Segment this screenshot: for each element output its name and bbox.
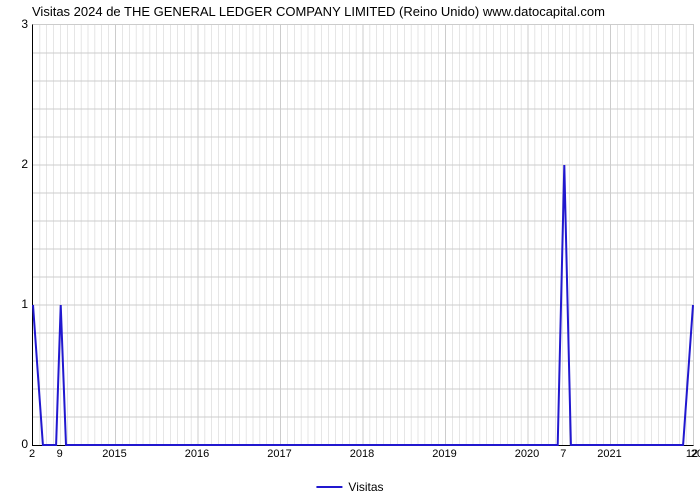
xtick-label: 2020 — [515, 448, 539, 460]
value-label: 9 — [57, 448, 63, 460]
xtick-label: 2016 — [185, 448, 209, 460]
chart-container: Visitas 2024 de THE GENERAL LEDGER COMPA… — [0, 0, 700, 500]
xtick-label: 2015 — [102, 448, 126, 460]
ytick-label: 1 — [10, 297, 28, 311]
value-label: 12 — [686, 448, 698, 460]
xtick-label: 2017 — [267, 448, 291, 460]
value-label: 7 — [560, 448, 566, 460]
legend-swatch — [316, 486, 342, 488]
plot-area — [32, 24, 694, 446]
xtick-label: 2018 — [350, 448, 374, 460]
value-label: 2 — [29, 448, 35, 460]
legend-label: Visitas — [348, 480, 383, 494]
ytick-label: 3 — [10, 17, 28, 31]
legend: Visitas — [316, 480, 383, 494]
ytick-label: 2 — [10, 157, 28, 171]
ytick-label: 0 — [10, 437, 28, 451]
chart-title: Visitas 2024 de THE GENERAL LEDGER COMPA… — [32, 4, 605, 19]
xtick-label: 2021 — [597, 448, 621, 460]
xtick-label: 2019 — [432, 448, 456, 460]
chart-svg — [33, 25, 693, 445]
